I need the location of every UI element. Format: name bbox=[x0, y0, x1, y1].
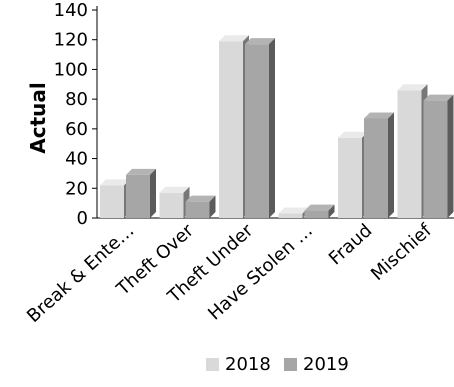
bar-top bbox=[397, 84, 428, 91]
y-axis-ticks: 0 20 40 60 80 100 120 140 bbox=[54, 0, 97, 229]
bar-side bbox=[269, 38, 275, 218]
bar-side bbox=[328, 204, 335, 218]
legend-swatch-2018 bbox=[206, 358, 219, 371]
y-tick-label: 80 bbox=[65, 89, 88, 110]
y-tick-label: 120 bbox=[54, 30, 88, 51]
y-tick-label: 140 bbox=[54, 0, 88, 21]
bar-top bbox=[338, 131, 368, 138]
bar-2018-2 bbox=[219, 35, 249, 219]
bar-top bbox=[245, 38, 275, 45]
bar-side bbox=[150, 168, 156, 218]
bar-2019-2 bbox=[245, 38, 275, 218]
bars bbox=[100, 35, 454, 219]
bar-2018-4 bbox=[338, 131, 368, 218]
bar-front bbox=[338, 137, 362, 218]
bar-top bbox=[304, 204, 335, 211]
x-tick-label: Break & Ente… bbox=[23, 220, 138, 327]
bar-front bbox=[245, 44, 269, 218]
y-tick-label: 60 bbox=[65, 119, 88, 140]
bar-front bbox=[100, 185, 124, 218]
bar-side bbox=[209, 195, 216, 218]
legend-label-2019: 2019 bbox=[303, 354, 349, 375]
bar-2019-5 bbox=[423, 94, 454, 218]
bar-front bbox=[278, 213, 303, 218]
y-tick-label: 20 bbox=[65, 178, 88, 199]
bar-2019-3 bbox=[304, 204, 335, 218]
bar-front bbox=[423, 100, 448, 218]
legend-label-2018: 2018 bbox=[225, 354, 271, 375]
y-axis-title: Actual bbox=[26, 82, 50, 153]
bar-top bbox=[364, 112, 394, 119]
bar-front bbox=[185, 201, 210, 218]
bar-top bbox=[423, 94, 454, 101]
axes bbox=[96, 6, 454, 219]
bar-top bbox=[159, 186, 190, 193]
bar-front bbox=[159, 192, 184, 218]
bar-top bbox=[278, 207, 309, 214]
bar-2018-0 bbox=[100, 179, 130, 218]
bar-2019-4 bbox=[364, 112, 394, 218]
y-tick-label: 0 bbox=[77, 208, 88, 229]
bar-front bbox=[364, 118, 388, 218]
y-axis-title-group: Actual bbox=[26, 82, 50, 153]
x-tick-label: Have Stolen … bbox=[204, 220, 317, 324]
bar-top bbox=[185, 195, 216, 202]
bar-top bbox=[126, 168, 156, 175]
bar-side bbox=[447, 94, 454, 218]
bar-front bbox=[304, 210, 329, 218]
bar-side bbox=[388, 112, 394, 218]
bar-2018-1 bbox=[159, 186, 190, 218]
x-tick-label: Fraud bbox=[325, 220, 376, 269]
bar-top bbox=[100, 179, 130, 186]
bar-top bbox=[219, 35, 249, 42]
bar-2019-0 bbox=[126, 168, 156, 218]
bar-2019-1 bbox=[185, 195, 216, 218]
bar-front bbox=[219, 41, 243, 219]
legend-swatch-2019 bbox=[284, 358, 297, 371]
y-tick-label: 40 bbox=[65, 149, 88, 170]
bar-2018-3 bbox=[278, 207, 309, 218]
bar-front bbox=[126, 174, 150, 218]
bar-front bbox=[397, 90, 422, 218]
x-tick-label: Mischief bbox=[367, 220, 436, 285]
bar-2018-5 bbox=[397, 84, 428, 218]
y-tick-label: 100 bbox=[54, 59, 88, 80]
legend: 2018 2019 bbox=[206, 354, 349, 375]
